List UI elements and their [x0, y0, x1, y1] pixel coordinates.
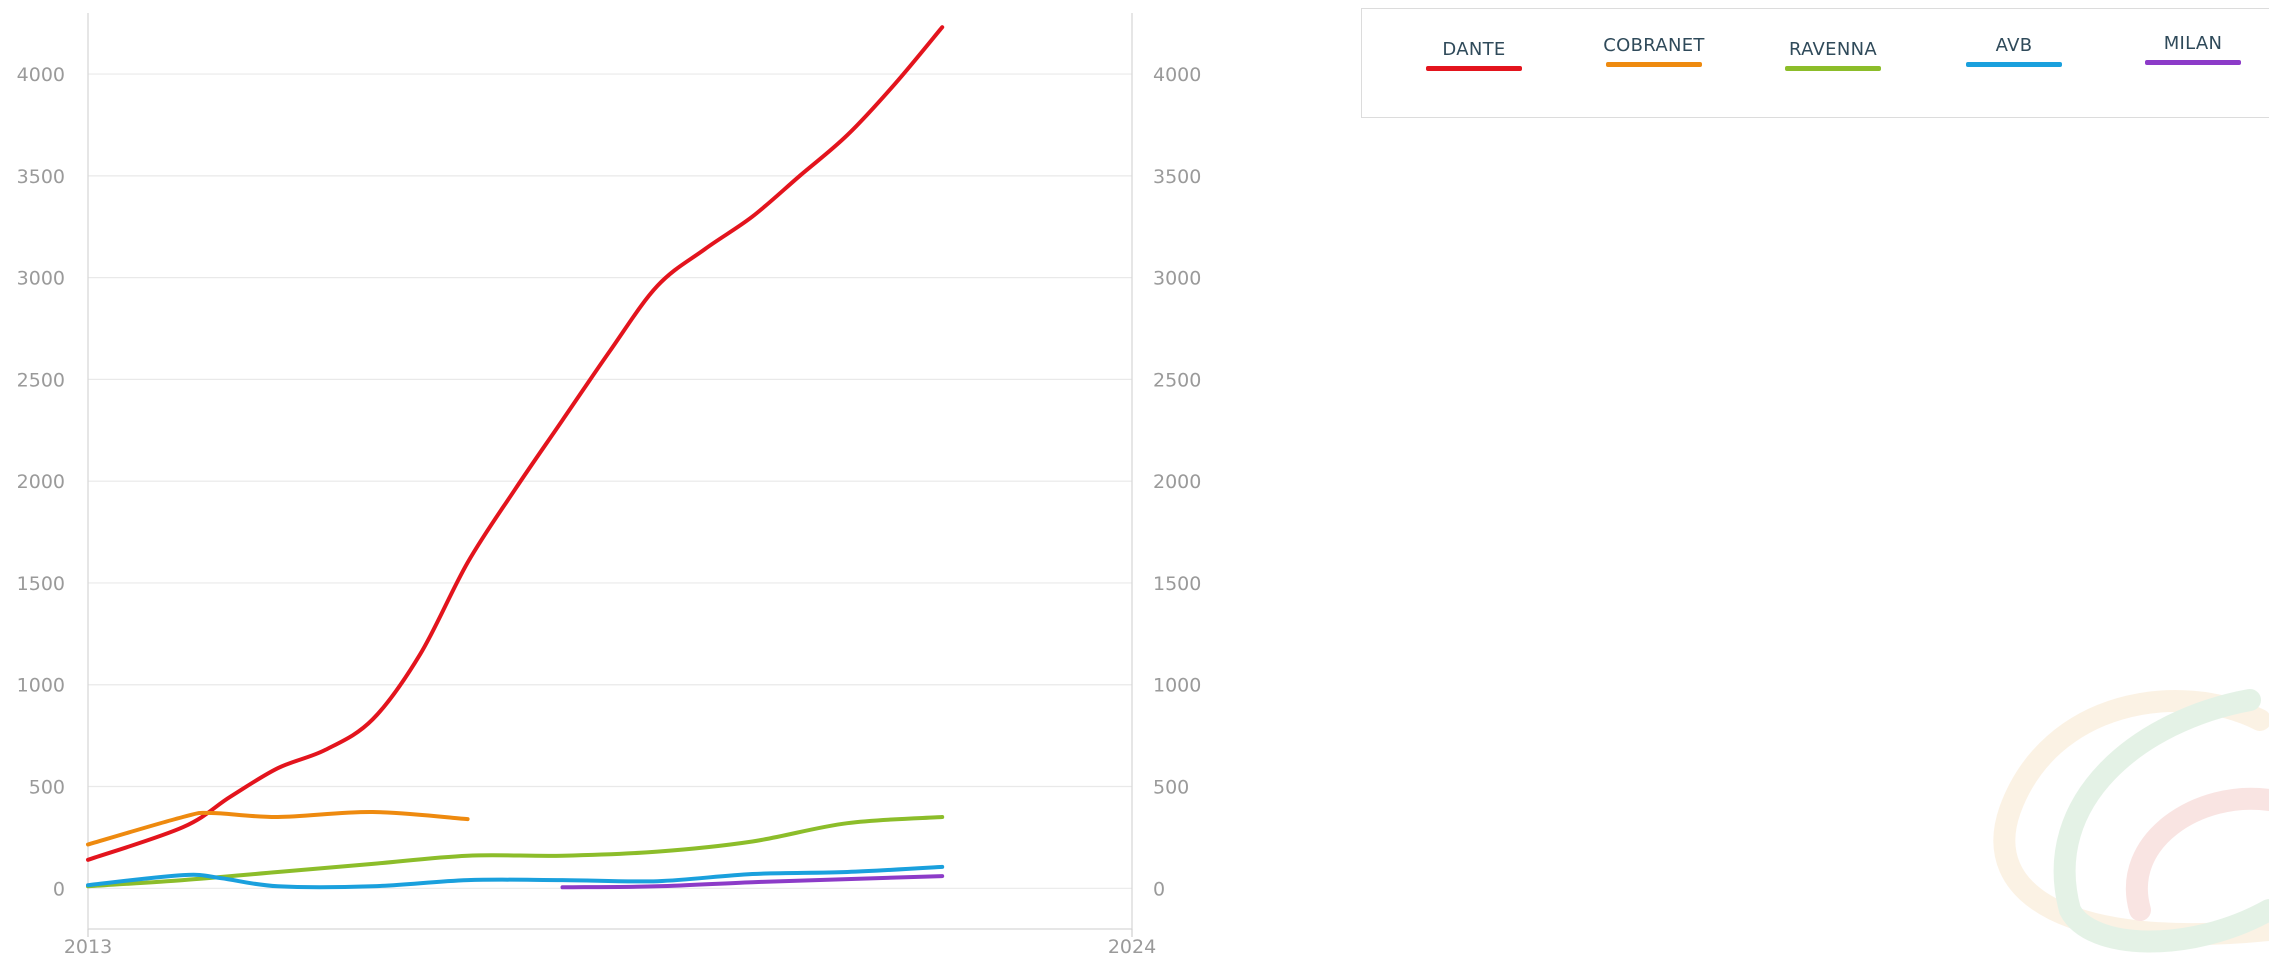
legend-item-cobranet[interactable]: COBRANET	[1599, 35, 1709, 67]
y-tick-label-right: 4000	[1153, 64, 1201, 86]
x-axis: 2013 2024	[64, 929, 1156, 954]
grid-lines	[88, 73, 1132, 889]
y-tick-label-left: 4000	[17, 64, 65, 86]
y-tick-label-left: 2000	[17, 471, 65, 493]
y-axis-right: 0 500 1000 1500 2000 2500 3000 3500 4000	[1153, 64, 1201, 900]
legend-label: RAVENNA	[1789, 39, 1877, 60]
line-chart: 0 500 1000 1500 2000 2500 3000 3500 4000 0 500 100…	[17, 13, 1201, 954]
y-tick-label-left: 3500	[17, 166, 65, 188]
y-tick-label-left: 1000	[17, 675, 65, 697]
legend-swatch	[1426, 66, 1522, 71]
legend-item-avb[interactable]: AVB	[1959, 35, 2069, 67]
series-line-cobranet	[86, 809, 470, 847]
legend-item-milan[interactable]: MILAN	[2138, 33, 2248, 65]
y-tick-label-right: 3000	[1153, 268, 1201, 290]
y-tick-label-left: 1500	[17, 573, 65, 595]
y-tick-label-left: 2500	[17, 369, 65, 391]
y-tick-label-left: 3000	[17, 268, 65, 290]
legend-label: AVB	[1995, 35, 2033, 56]
logo-watermark-icon	[1993, 689, 2269, 953]
series-lines	[86, 25, 945, 890]
legend-item-ravenna[interactable]: RAVENNA	[1778, 39, 1888, 71]
legend-swatch	[1785, 66, 1881, 71]
legend-swatch	[1966, 62, 2062, 67]
series-line-milan	[560, 874, 945, 890]
series-line-avb	[86, 864, 945, 890]
legend: DANTE COBRANET RAVENNA AVB MILAN	[1361, 8, 2269, 118]
y-tick-label-right: 1500	[1153, 573, 1201, 595]
x-tick-label: 2024	[1108, 936, 1156, 954]
y-tick-label-right: 2500	[1153, 369, 1201, 391]
y-tick-label-right: 1000	[1153, 675, 1201, 697]
legend-label: COBRANET	[1603, 35, 1705, 56]
x-tick-label: 2013	[64, 936, 112, 954]
legend-swatch	[1606, 62, 1702, 67]
y-tick-label-left: 0	[53, 878, 65, 900]
axes	[87, 13, 1133, 930]
legend-label: DANTE	[1442, 39, 1506, 60]
y-tick-label-right: 500	[1153, 777, 1189, 799]
y-tick-label-right: 0	[1153, 878, 1165, 900]
y-tick-label-right: 2000	[1153, 471, 1201, 493]
series-line-ravenna	[86, 815, 945, 889]
legend-item-dante[interactable]: DANTE	[1419, 39, 1529, 71]
y-axis-left: 0 500 1000 1500 2000 2500 3000 3500 4000	[17, 64, 65, 900]
y-tick-label-left: 500	[29, 777, 65, 799]
legend-swatch	[2145, 60, 2241, 65]
series-line-dante	[86, 25, 945, 862]
legend-label: MILAN	[2163, 33, 2223, 54]
y-tick-label-right: 3500	[1153, 166, 1201, 188]
